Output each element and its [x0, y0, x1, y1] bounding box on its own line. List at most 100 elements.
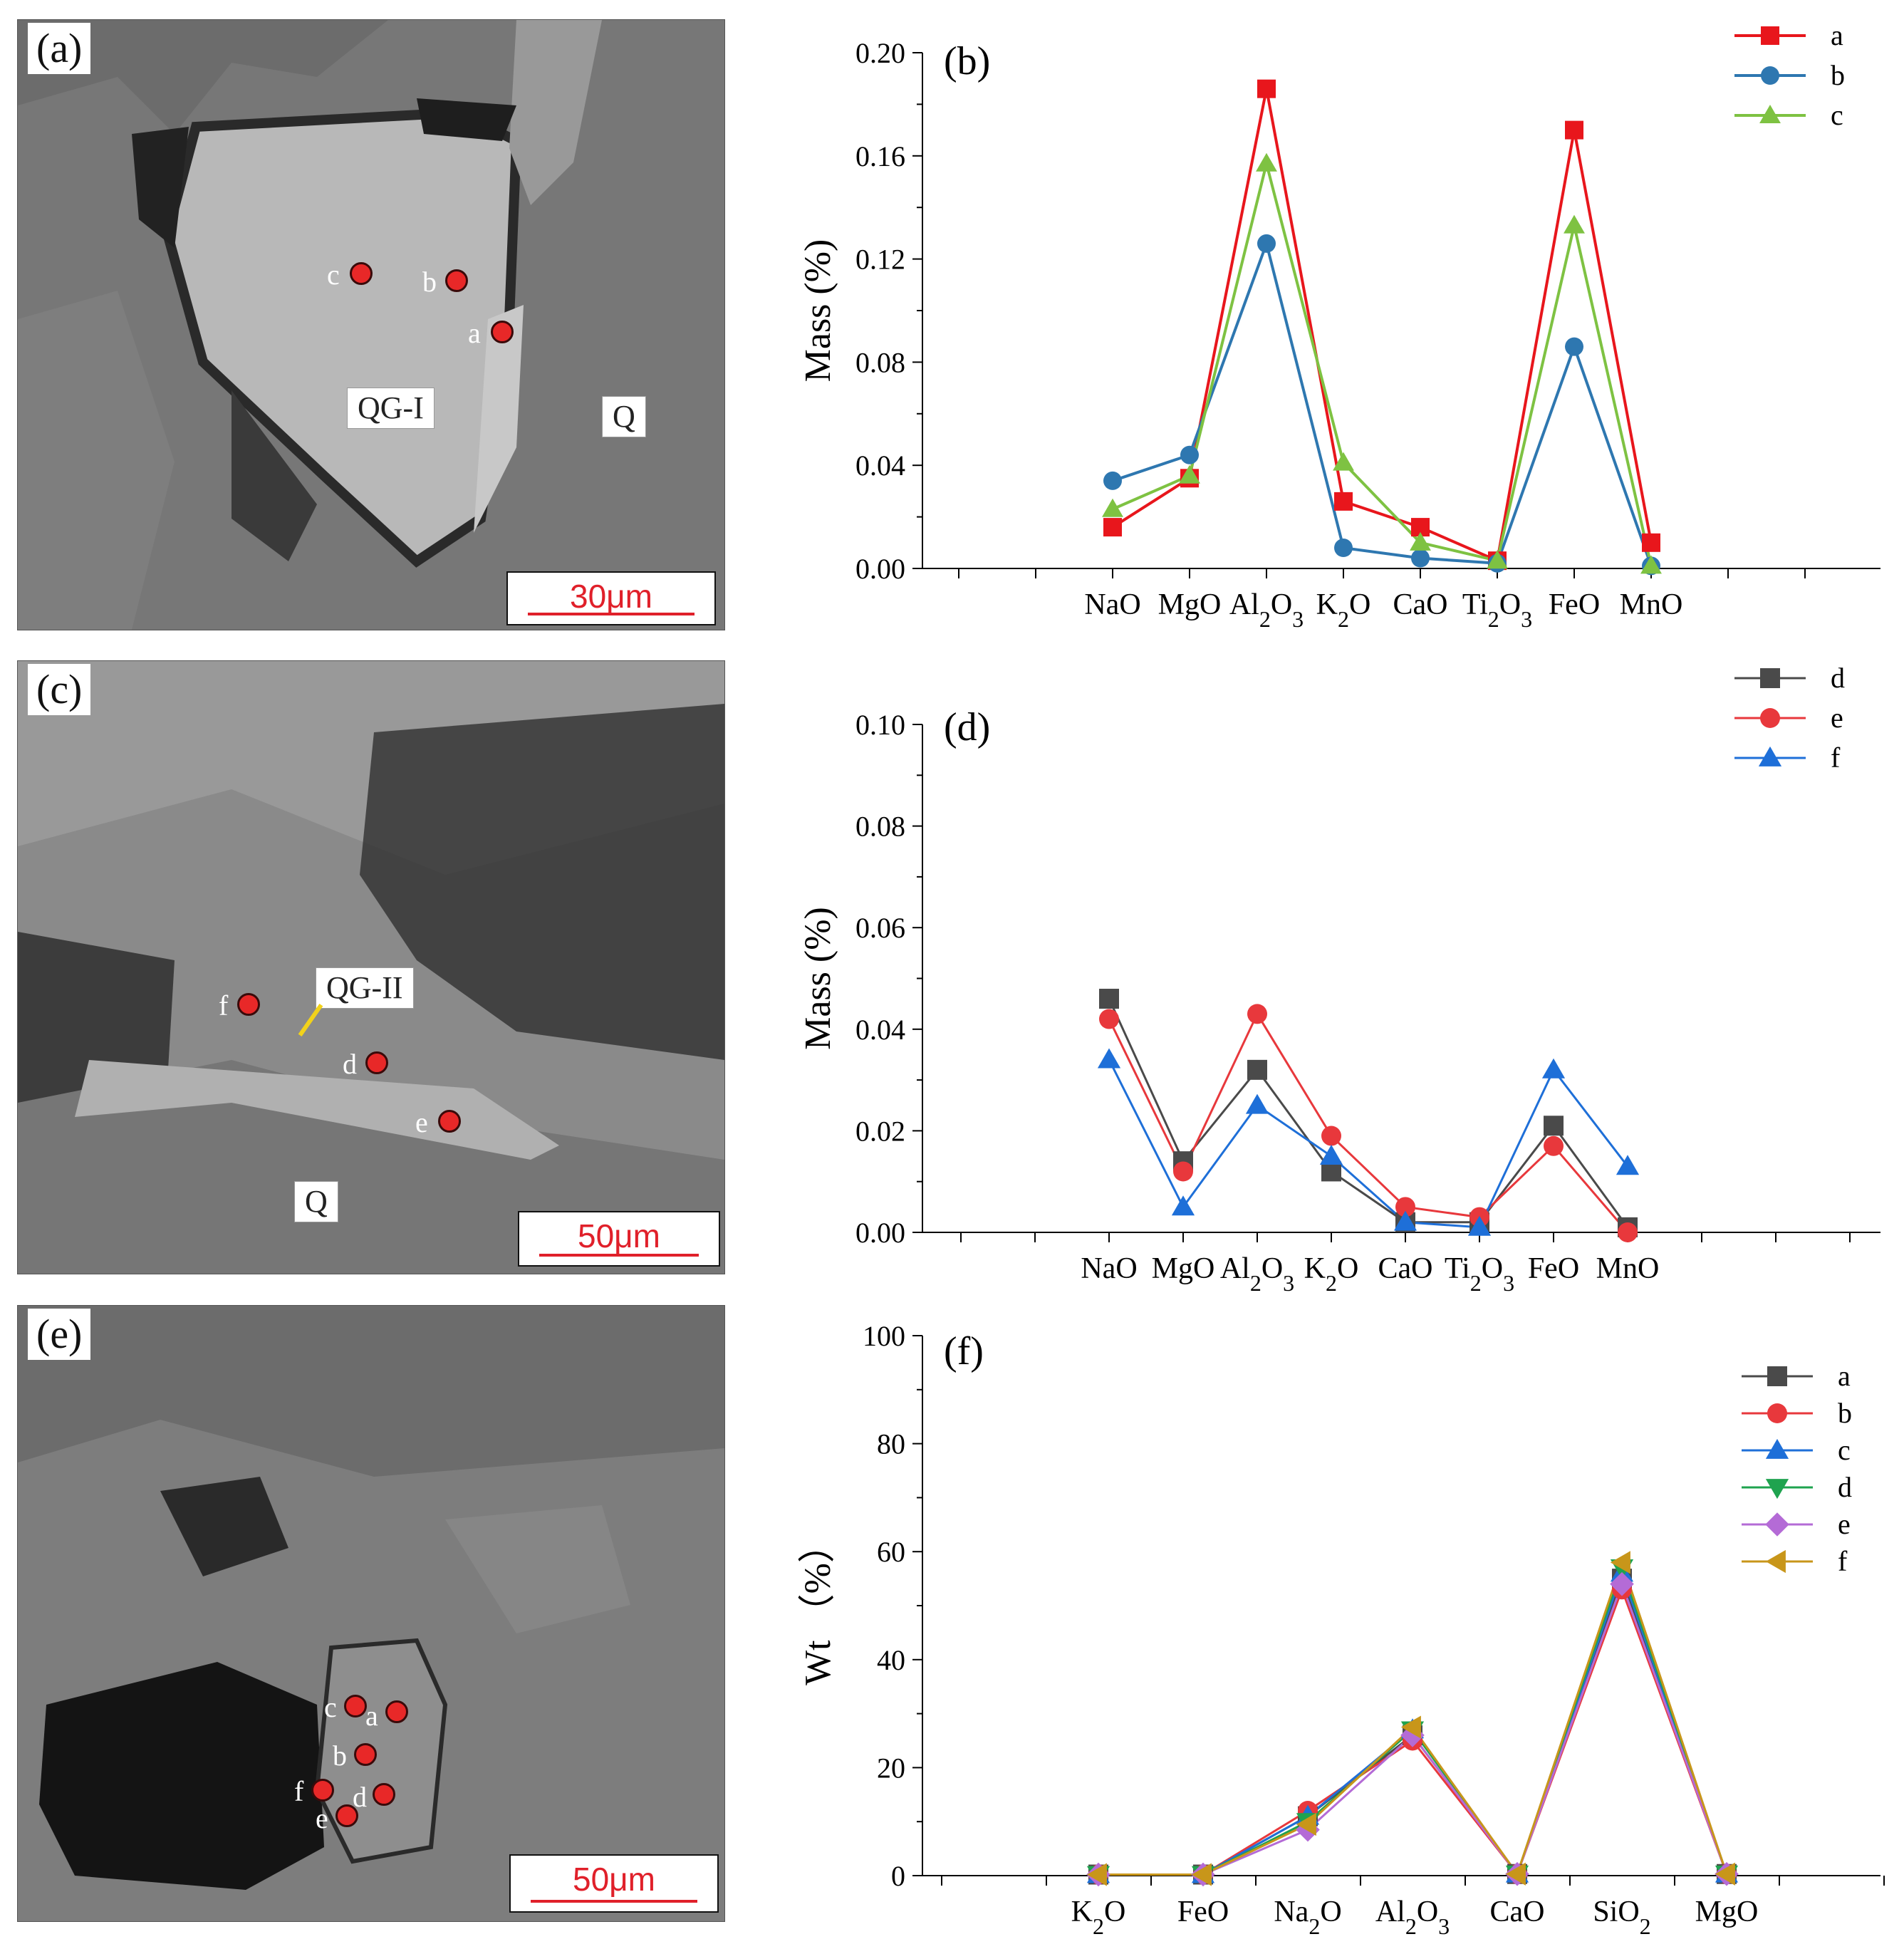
legend-marker-c: [1765, 1438, 1789, 1459]
point-f: [1191, 1863, 1212, 1886]
y-tick-label: 0.16: [855, 140, 905, 172]
point-b: [1103, 471, 1122, 490]
series-line-e: [1108, 1012, 1629, 1233]
legend-marker-e: [1760, 708, 1780, 728]
point-a: [1334, 492, 1353, 511]
y-tick-label: 20: [877, 1752, 905, 1784]
tag-q-c: Q: [294, 1181, 338, 1222]
x-tick-label: Ti2O3: [1462, 588, 1532, 632]
tag-qg-ii: QG-II: [316, 967, 414, 1009]
scale-text-a: 30μm: [570, 578, 652, 615]
spot-e-e: [335, 1804, 358, 1827]
sem-image-e: (e) a b c d e f 50μm: [17, 1305, 725, 1922]
x-tick-label: Al2O3: [1375, 1896, 1450, 1939]
point-e: [1099, 1009, 1119, 1029]
y-tick-label: 0.10: [855, 709, 905, 741]
y-tick-label: 0.08: [855, 811, 905, 843]
legend-label-d: d: [1838, 1471, 1852, 1503]
legend-marker-b: [1767, 1403, 1787, 1423]
point-e: [1618, 1222, 1638, 1242]
sem-texture-e: [18, 1306, 724, 1921]
chart-f-svg: 0 20 40 60 80 100 K2O FeO Na2O Al2O3 CaO SiO2 MgO Wt …: [798, 1320, 1885, 1939]
point-f: [1296, 1812, 1316, 1836]
point-e: [1610, 1571, 1634, 1596]
legend-label-f: f: [1831, 742, 1841, 774]
x-tick-label: Al2O3: [1220, 1252, 1294, 1293]
spot-e-c: [344, 1695, 367, 1717]
point-a: [1103, 518, 1122, 537]
scale-bar-e: 50μm: [509, 1854, 719, 1913]
legend-marker-d: [1760, 668, 1780, 688]
series-line-f: [1108, 1059, 1629, 1229]
legend-marker-d: [1765, 1479, 1789, 1500]
point-c: [1640, 555, 1662, 574]
spot-label-c: c: [327, 259, 340, 291]
series-line-d: [1108, 998, 1629, 1228]
scale-text-e: 50μm: [573, 1861, 655, 1898]
point-f: [1715, 1862, 1735, 1886]
legend-marker-c: [1759, 105, 1781, 124]
x-tick-label: FeO: [1528, 1252, 1579, 1285]
point-c: [1564, 214, 1585, 234]
x-tick-label: MnO: [1596, 1252, 1660, 1285]
point-d: [1321, 1161, 1341, 1182]
spot-label-e-f: f: [294, 1775, 304, 1807]
spot-e-b: [354, 1743, 377, 1766]
y-tick-label: 100: [863, 1320, 905, 1352]
y-tick-label: 60: [877, 1536, 905, 1568]
point-b: [1180, 445, 1199, 464]
point-b: [1411, 549, 1430, 568]
y-tick-label: 0.08: [855, 346, 905, 378]
x-tick-label: K2O: [1316, 588, 1371, 632]
spot-label-b: b: [422, 266, 437, 298]
spot-f: [237, 993, 260, 1016]
series-line-b: [1112, 239, 1653, 567]
spot-label-e-e: e: [316, 1802, 328, 1834]
x-tick-label: NaO: [1081, 1252, 1137, 1285]
y-axis-label: Mass (%): [798, 239, 838, 383]
x-tick-label: Al2O3: [1229, 588, 1304, 632]
legend-label-b: b: [1838, 1397, 1852, 1429]
panel-label: (f): [944, 1329, 984, 1373]
sem-image-a: (a) QG-I Q a b c 30μm: [17, 19, 725, 630]
legend-marker-e: [1765, 1512, 1789, 1537]
point-d: [1099, 989, 1119, 1009]
y-tick-label: 0.02: [855, 1115, 905, 1147]
scale-text-c: 50μm: [578, 1217, 660, 1254]
spot-e-f: [311, 1779, 334, 1802]
chart-d-svg: 0.00 0.02 0.04 0.06 0.08 0.10 NaO MgO Al2O3 K2O Ca…: [798, 662, 1880, 1296]
legend-label-e: e: [1831, 702, 1843, 734]
panel-label: (d): [944, 705, 990, 749]
x-tick-label: SiO2: [1593, 1896, 1650, 1939]
tag-q: Q: [602, 396, 646, 437]
point-c: [1333, 452, 1354, 471]
y-tick-label: 80: [877, 1428, 905, 1460]
legend-label-a: a: [1831, 19, 1843, 51]
series-line-a: [1111, 88, 1653, 563]
panel-label: (b): [944, 39, 990, 83]
scale-bar-c: 50μm: [518, 1211, 720, 1267]
chart-b: 0.00 0.04 0.08 0.12 0.16 0.20 NaO MgO Al2O3 K2O Ca…: [776, 14, 1902, 634]
y-tick-label: 0.12: [855, 244, 905, 276]
spot-a: [491, 321, 514, 343]
point-c: [1102, 498, 1123, 517]
chart-f: 0 20 40 60 80 100 K2O FeO Na2O Al2O3 CaO SiO2 MgO Wt …: [776, 1300, 1902, 1945]
y-axis-label: Wt （%）: [798, 1526, 838, 1685]
point-f: [1616, 1155, 1640, 1175]
spot-label-a: a: [468, 317, 481, 349]
y-tick-label: 0.00: [855, 1217, 905, 1249]
legend-marker-f: [1765, 1549, 1786, 1574]
x-tick-label: FeO: [1549, 588, 1600, 621]
point-f: [1541, 1058, 1566, 1079]
legend-label-c: c: [1838, 1434, 1851, 1466]
point-f: [1319, 1144, 1343, 1165]
legend-label-c: c: [1831, 99, 1843, 131]
spot-label-f: f: [219, 989, 229, 1022]
x-tick-label: CaO: [1393, 588, 1448, 621]
spot-e-d: [373, 1783, 395, 1806]
legend-marker-a: [1767, 1366, 1787, 1386]
point-f: [1610, 1551, 1630, 1574]
point-f: [1393, 1210, 1417, 1231]
panel-label-c: (c): [28, 664, 91, 715]
x-tick-label: Na2O: [1274, 1896, 1341, 1939]
